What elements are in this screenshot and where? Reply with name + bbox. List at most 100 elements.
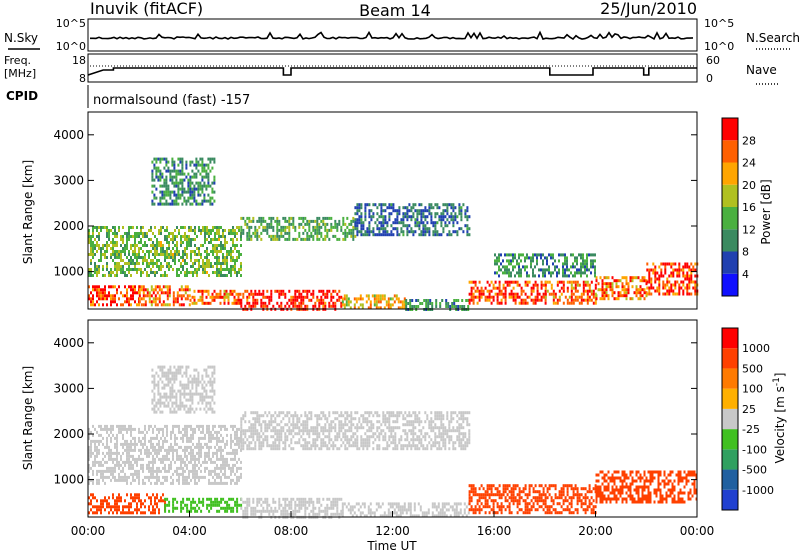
heatmap-cell bbox=[657, 485, 660, 489]
heatmap-cell bbox=[284, 225, 287, 229]
heatmap-cell bbox=[108, 475, 110, 479]
heatmap-cell bbox=[142, 457, 144, 461]
heatmap-cell bbox=[372, 215, 375, 219]
heatmap-cell bbox=[172, 497, 175, 501]
heatmap-cell bbox=[171, 169, 174, 173]
heatmap-cell bbox=[444, 224, 447, 228]
heatmap-cell bbox=[526, 493, 529, 497]
heatmap-cell bbox=[562, 253, 564, 257]
heatmap-cell bbox=[230, 238, 232, 241]
heatmap-cell bbox=[365, 294, 368, 298]
heatmap-cell bbox=[552, 499, 555, 503]
heatmap-cell bbox=[367, 505, 370, 509]
heatmap-cell bbox=[180, 457, 182, 461]
heatmap-cell bbox=[552, 262, 554, 266]
heatmap-cell bbox=[647, 479, 650, 483]
heatmap-cell bbox=[246, 497, 249, 501]
heatmap-cell bbox=[236, 271, 238, 274]
heatmap-cell bbox=[254, 289, 257, 293]
heatmap-cell bbox=[560, 490, 563, 494]
heatmap-cell bbox=[409, 511, 412, 515]
heatmap-cell bbox=[151, 199, 154, 203]
heatmap-cell bbox=[142, 285, 145, 289]
heatmap-cell bbox=[504, 496, 507, 500]
heatmap-cell bbox=[185, 199, 188, 203]
heatmap-cell bbox=[369, 511, 372, 515]
heatmap-cell bbox=[300, 301, 303, 305]
heatmap-cell bbox=[554, 295, 557, 299]
heatmap-cell bbox=[192, 500, 195, 504]
heatmap-cell bbox=[134, 460, 136, 464]
heatmap-cell bbox=[458, 209, 461, 213]
heatmap-cell bbox=[218, 262, 220, 265]
heatmap-cell bbox=[96, 226, 98, 229]
heatmap-cell bbox=[205, 172, 208, 176]
heatmap-cell bbox=[437, 502, 440, 506]
heatmap-cell bbox=[320, 301, 323, 305]
heatmap-cell bbox=[282, 497, 285, 501]
heatmap-cell bbox=[173, 193, 176, 197]
heatmap-cell bbox=[144, 475, 146, 479]
heatmap-cell bbox=[685, 476, 688, 480]
heatmap-cell bbox=[166, 424, 168, 428]
heatmap-cell bbox=[138, 262, 140, 265]
heatmap-cell bbox=[510, 271, 512, 275]
heatmap-cell bbox=[410, 230, 413, 234]
heatmap-cell bbox=[222, 268, 224, 271]
heatmap-cell bbox=[187, 184, 190, 188]
heatmap-cell bbox=[411, 305, 414, 308]
heatmap-cell bbox=[407, 508, 410, 512]
heatmap-cell bbox=[264, 301, 267, 305]
heatmap-cell bbox=[198, 229, 200, 232]
heatmap-cell bbox=[128, 226, 130, 229]
heatmap-cell bbox=[530, 262, 532, 266]
heatmap-cell bbox=[512, 499, 515, 503]
heatmap-cell bbox=[197, 181, 200, 185]
heatmap-cell bbox=[122, 433, 124, 437]
heatmap-cell bbox=[586, 295, 589, 299]
heatmap-cell bbox=[234, 235, 236, 238]
heatmap-cell bbox=[498, 490, 501, 494]
heatmap-cell bbox=[207, 184, 210, 188]
heatmap-cell bbox=[658, 286, 661, 290]
heatmap-cell bbox=[322, 216, 325, 220]
heatmap-cell bbox=[534, 490, 537, 494]
heatmap-cell bbox=[176, 469, 178, 473]
heatmap-cell bbox=[534, 484, 537, 488]
heatmap-cell bbox=[158, 442, 160, 446]
heatmap-cell bbox=[386, 224, 389, 228]
heatmap-cell bbox=[340, 497, 343, 501]
y-tick-label: 4000 bbox=[53, 128, 84, 142]
heatmap-cell bbox=[276, 231, 279, 235]
velocity-cells bbox=[88, 365, 698, 519]
heatmap-cell bbox=[191, 187, 194, 191]
heatmap-cell bbox=[219, 292, 222, 296]
heatmap-cell bbox=[106, 241, 108, 244]
heatmap-cell bbox=[470, 490, 473, 494]
heatmap-cell bbox=[244, 304, 247, 308]
heatmap-cell bbox=[189, 163, 192, 167]
heatmap-cell bbox=[177, 202, 180, 206]
heatmap-cell bbox=[621, 470, 624, 474]
heatmap-cell bbox=[672, 274, 675, 278]
heatmap-cell bbox=[466, 227, 469, 231]
heatmap-cell bbox=[637, 497, 640, 501]
heatmap-cell bbox=[364, 212, 367, 216]
heatmap-cell bbox=[110, 229, 112, 232]
heatmap-cell bbox=[102, 303, 104, 307]
heatmap-cell bbox=[582, 508, 585, 512]
heatmap-cell bbox=[304, 289, 307, 293]
heatmap-cell bbox=[554, 493, 557, 497]
heatmap-cell bbox=[308, 298, 311, 302]
heatmap-cell bbox=[679, 479, 682, 483]
heatmap-cell bbox=[428, 206, 431, 210]
heatmap-cell bbox=[418, 227, 421, 231]
heatmap-cell bbox=[338, 222, 341, 226]
heatmap-cell bbox=[394, 218, 397, 222]
heatmap-cell bbox=[359, 505, 362, 509]
heatmap-cell bbox=[508, 271, 510, 275]
heatmap-cell bbox=[484, 295, 487, 299]
heatmap-cell bbox=[180, 271, 182, 274]
heatmap-cell bbox=[420, 203, 423, 207]
heatmap-cell bbox=[192, 427, 194, 431]
